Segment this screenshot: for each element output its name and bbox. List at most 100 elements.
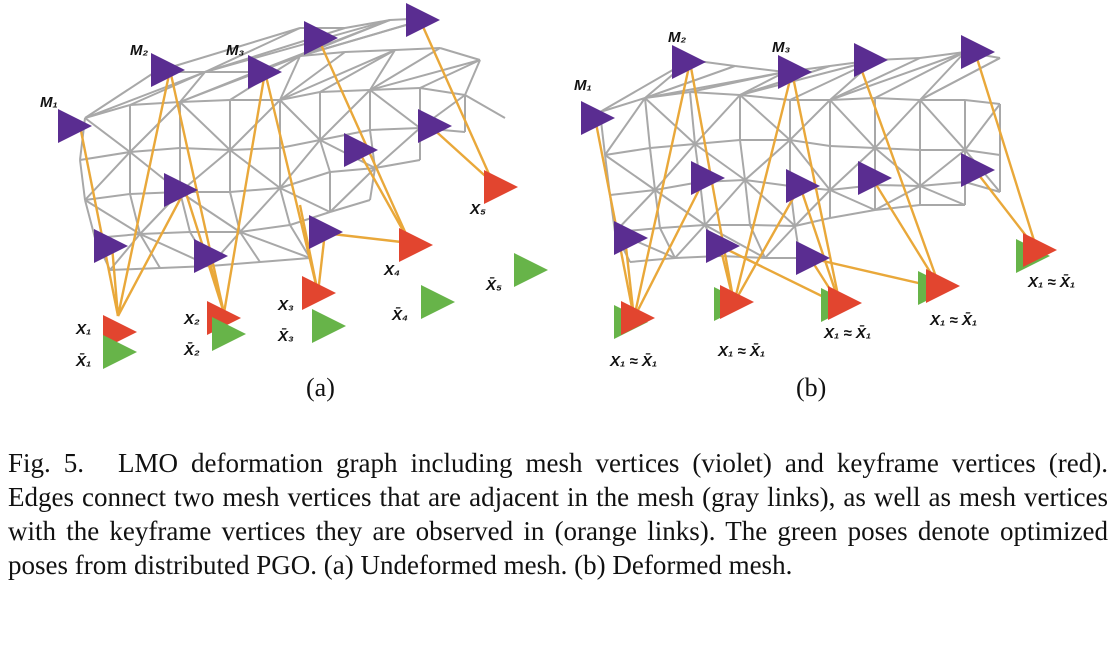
- mesh-a-edge: [179, 191, 241, 233]
- mesh-a-edge: [259, 257, 311, 263]
- mesh-b-edge: [644, 97, 651, 149]
- mesh-b-edge: [649, 147, 656, 191]
- label-eq-4: X₁ ≈ X̄₁: [929, 311, 977, 329]
- mesh-b-edge: [829, 189, 876, 211]
- mesh-a-edge: [419, 59, 481, 89]
- mesh-a-edge: [139, 233, 161, 269]
- label-x3: X₃: [277, 297, 294, 314]
- mesh-vertex-b: [691, 161, 725, 195]
- mesh-a-edge: [439, 47, 481, 61]
- mesh-a-edge: [154, 27, 301, 73]
- mesh-b-edge: [919, 51, 966, 59]
- label-eq-1: X₁ ≈ X̄₁: [609, 352, 657, 370]
- observation-edge-a: [110, 245, 120, 317]
- mesh-a-edge: [369, 89, 421, 129]
- panel-a-undeformed-mesh: M₁ M₂ M₃ X₁ X̄₁ X₂ X̄₂ X₃ X̄₃ X₄ X̄₄ X₅ …: [40, 3, 548, 402]
- mesh-b-edge: [829, 99, 876, 149]
- mesh-a-edge: [369, 167, 376, 201]
- observation-edge-b: [732, 185, 802, 304]
- mesh-b-edge: [599, 97, 646, 113]
- mesh-vertex-b: [672, 45, 706, 79]
- observation-edge-a: [316, 37, 412, 244]
- panel-a-sublabel: (a): [306, 373, 335, 402]
- figure-caption: Fig. 5. LMO deformation graph including m…: [8, 446, 1108, 582]
- panel-b-sublabel: (b): [796, 373, 826, 402]
- vertices-b: [581, 35, 1057, 339]
- mesh-a-edge: [84, 71, 206, 119]
- panel-b-deformed-mesh: M₁ M₂ M₃ X₁ ≈ X̄₁ X₁ ≈ X̄₁ X₁ ≈ X̄₁ X₁ ≈…: [574, 29, 1075, 402]
- mesh-a-edge: [204, 27, 301, 73]
- keyframe-vertex-b: [926, 269, 960, 303]
- mesh-b-edge: [689, 91, 696, 145]
- mesh-a-edge: [239, 231, 311, 259]
- mesh-b-edge: [919, 57, 1001, 101]
- mesh-b-edge: [964, 149, 1001, 156]
- label-x1: X₁: [75, 321, 91, 338]
- mesh-b-edge: [829, 147, 876, 191]
- mesh-a-edge: [279, 51, 346, 101]
- mesh-a-edge: [279, 99, 321, 141]
- observation-edge-b: [798, 185, 842, 306]
- mesh-a-edge: [279, 91, 321, 101]
- observation-edge-a: [356, 149, 412, 244]
- mesh-b-edge: [829, 145, 876, 149]
- mesh-b-edge: [789, 99, 831, 141]
- observation-edge-b: [856, 59, 942, 289]
- mesh-b-edge: [764, 225, 796, 259]
- mesh-a-edge: [369, 49, 396, 91]
- mesh-a-edge: [329, 199, 371, 213]
- mesh-a-edge: [84, 71, 156, 119]
- mesh-a-edge: [289, 224, 311, 259]
- mesh-a-edge: [279, 49, 396, 101]
- mesh-a-edge: [419, 87, 466, 96]
- label-m1-b: M₁: [574, 77, 592, 94]
- mesh-b-edge: [739, 139, 746, 181]
- keyframe-vertex-a: [302, 276, 336, 310]
- mesh-a-edge: [464, 94, 506, 119]
- labels-a: M₁ M₂ M₃ X₁ X̄₁ X₂ X̄₂ X₃ X̄₃ X₄ X̄₄ X₅ …: [40, 42, 502, 370]
- mesh-a-edge: [239, 187, 281, 233]
- mesh-a-edge: [129, 101, 181, 153]
- mesh-vertex-a: [194, 239, 228, 273]
- observation-edge-a: [222, 71, 267, 314]
- keyframe-vertex-b: [621, 301, 655, 335]
- mesh-b-edge: [704, 179, 746, 226]
- mesh-b-edge: [604, 147, 651, 156]
- mesh-a-edge: [79, 151, 131, 161]
- observation-edge-b: [973, 51, 1039, 251]
- mesh-b-edge: [919, 51, 966, 101]
- mesh-a-edge: [179, 149, 231, 193]
- mesh-a-edge: [109, 267, 161, 271]
- label-xbar1: X̄₁: [75, 352, 91, 370]
- label-m3-b: M₃: [772, 39, 790, 56]
- mesh-b-edge: [694, 139, 741, 145]
- mesh-b-edge: [659, 224, 706, 229]
- mesh-a-edge: [369, 87, 421, 91]
- mesh-a-edge: [204, 19, 391, 73]
- observation-edge-a: [418, 19, 495, 184]
- mesh-a-edge: [374, 159, 421, 169]
- mesh-b-edge: [739, 71, 786, 96]
- mesh-a-edge: [279, 55, 301, 101]
- mesh-a-edge: [179, 71, 206, 103]
- mesh-b-edge: [919, 181, 966, 187]
- mesh-b-edge: [874, 184, 921, 187]
- mesh-vertex-b: [614, 221, 648, 255]
- observation-edge-b: [593, 117, 636, 319]
- label-eq-2: X₁ ≈ X̄₁: [717, 342, 765, 360]
- observation-edge-b: [632, 177, 707, 319]
- optimized-pose-a: [514, 253, 548, 287]
- label-x2: X₂: [183, 311, 200, 328]
- mesh-a-edge: [279, 139, 321, 189]
- mesh-b-edge: [789, 139, 831, 147]
- mesh-b-edge: [749, 224, 796, 227]
- mesh-b-edge: [794, 189, 831, 227]
- mesh-b-edge: [604, 97, 646, 156]
- label-eq-5: X₁ ≈ X̄₁: [1027, 273, 1075, 291]
- label-xbar5: X̄₅: [485, 276, 502, 294]
- mesh-vertex-a: [164, 173, 198, 207]
- observation-edge-a: [78, 125, 120, 317]
- keyframe-vertex-a: [399, 228, 433, 262]
- mesh-vertex-b: [961, 35, 995, 69]
- keyframe-vertex-a: [484, 170, 518, 204]
